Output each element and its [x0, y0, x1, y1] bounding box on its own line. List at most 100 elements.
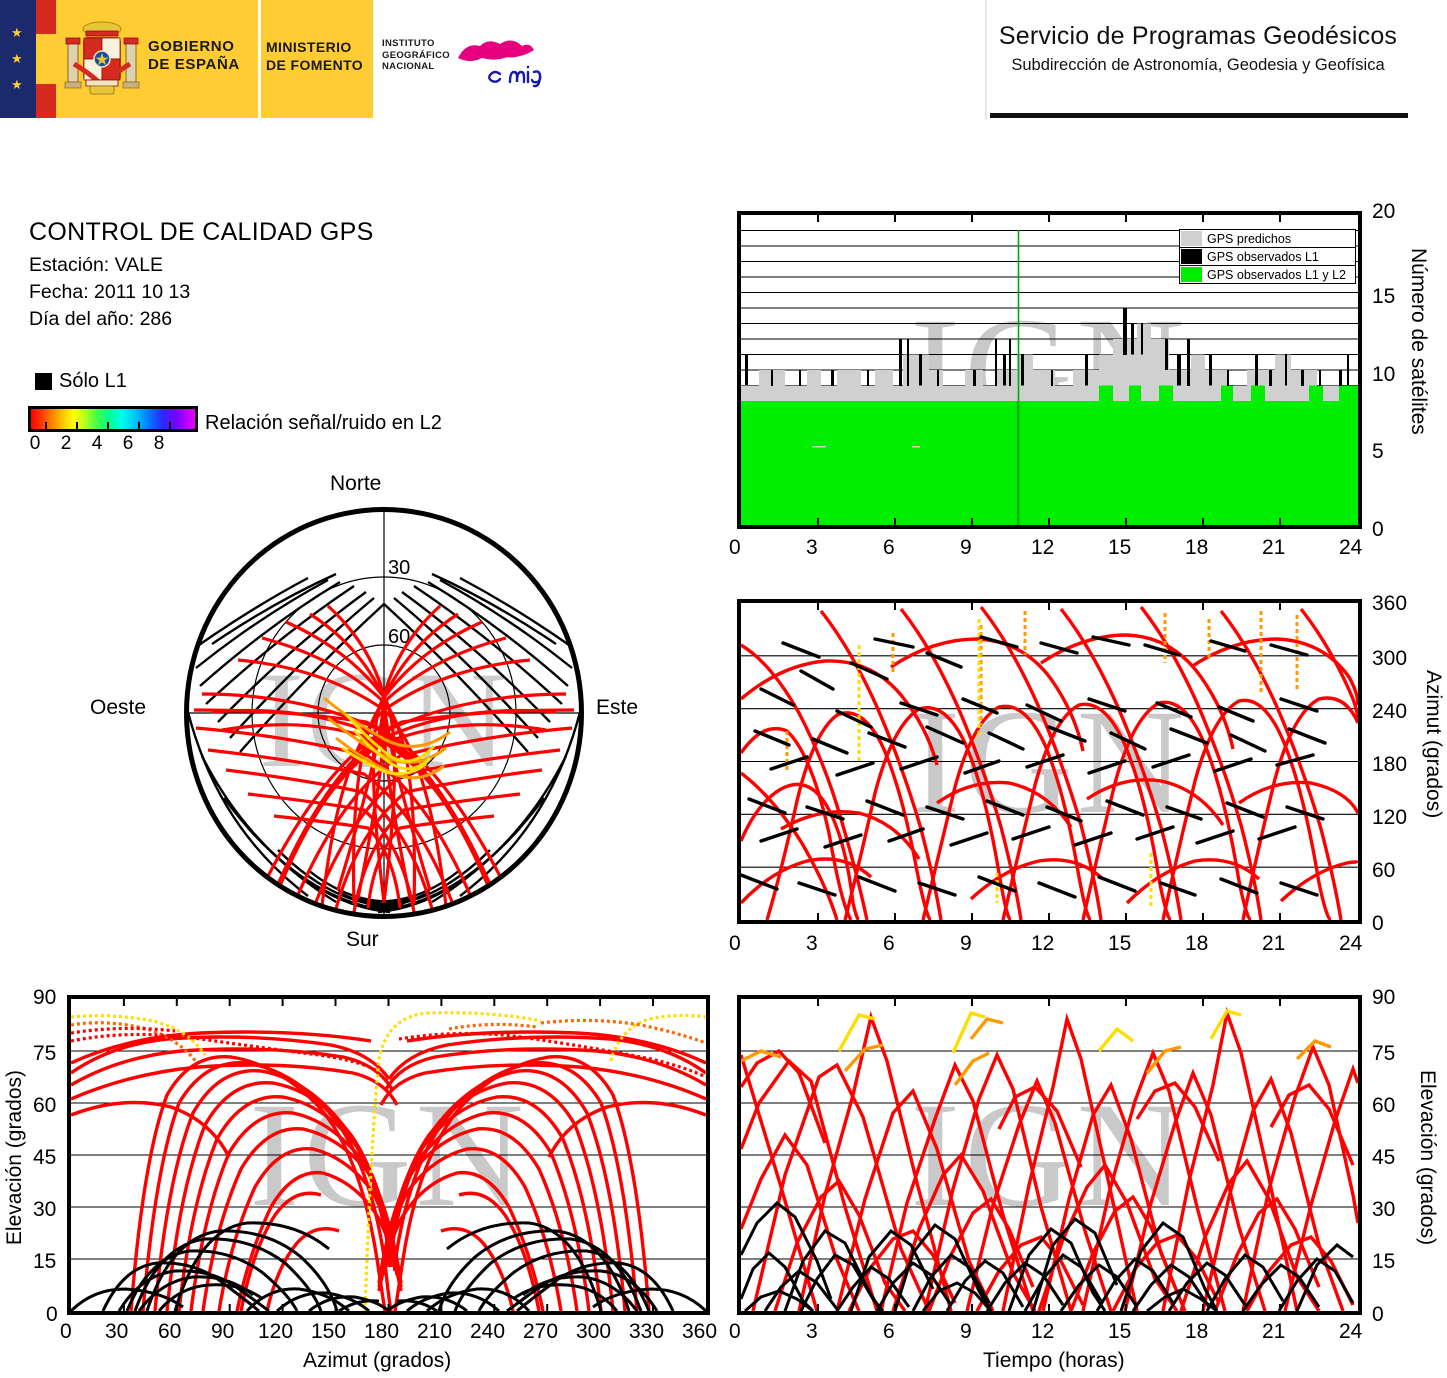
l1-only-swatch	[35, 373, 52, 390]
et-xtick-15: 15	[1108, 1320, 1132, 1343]
et-xtick-0: 0	[729, 1320, 741, 1343]
ign-line3: NACIONAL	[382, 61, 435, 72]
sat-xtick-12: 12	[1031, 536, 1055, 559]
az-ytick-360: 360	[1372, 592, 1408, 615]
azimuth-time-plot-area	[741, 603, 1358, 920]
ea-ytick-75: 75	[33, 1042, 57, 1065]
et-ytick-30: 30	[1372, 1198, 1396, 1221]
legend-swatch-predichos	[1181, 231, 1202, 246]
ministerio-line1: MINISTERIO	[266, 39, 352, 55]
ministerio-de-fomento-label: MINISTERIO DE FOMENTO	[266, 38, 363, 74]
eu-flag-strip: ★ ★ ★	[0, 0, 36, 118]
et-xtick-6: 6	[883, 1320, 895, 1343]
az-xtick-9: 9	[960, 932, 972, 955]
ea-xtick-120: 120	[258, 1320, 294, 1343]
sat-xtick-15: 15	[1108, 536, 1132, 559]
et-xtick-18: 18	[1185, 1320, 1209, 1343]
ea-xtick-360: 360	[682, 1320, 718, 1343]
gobierno-line2: DE ESPAÑA	[148, 56, 240, 73]
az-xtick-18: 18	[1185, 932, 1209, 955]
page-title: CONTROL DE CALIDAD GPS	[29, 218, 374, 246]
azimuth-time-chart: IGN	[737, 599, 1362, 924]
satellite-count-chart: IGN	[737, 211, 1362, 529]
legend-l1-only: Sólo L1	[35, 370, 127, 393]
legend-swatch-l1	[1181, 249, 1202, 264]
az-xtick-15: 15	[1108, 932, 1132, 955]
ea-xtick-30: 30	[105, 1320, 129, 1343]
spain-flag-yellow	[36, 34, 56, 84]
elevation-time-chart: IGN	[737, 995, 1362, 1315]
et-ylabel: Elevación (grados)	[1416, 1070, 1439, 1246]
colorbar-tick	[169, 422, 171, 429]
satellite-count-legend: GPS predichos GPS observados L1 GPS obse…	[1179, 229, 1356, 284]
az-xtick-3: 3	[806, 932, 818, 955]
ea-ylabel: Elevación (grados)	[3, 1070, 26, 1246]
spain-coat-of-arms-icon	[64, 21, 140, 95]
et-xtick-3: 3	[806, 1320, 818, 1343]
et-xlabel: Tiempo (horas)	[983, 1349, 1125, 1372]
colorbar-tick-label: 6	[122, 433, 134, 454]
sat-xtick-9: 9	[960, 536, 972, 559]
et-ytick-90: 90	[1372, 986, 1396, 1009]
ea-xtick-0: 0	[60, 1320, 72, 1343]
elevation-azimuth-chart: IGN	[67, 995, 710, 1315]
az-ytick-60: 60	[1372, 859, 1396, 882]
ea-xtick-330: 330	[629, 1320, 665, 1343]
sat-ytick-0: 0	[1372, 518, 1384, 541]
sat-xtick-18: 18	[1185, 536, 1209, 559]
skyplot-horizon-circle	[184, 507, 584, 919]
sat-ylabel: Número de satélites	[1407, 248, 1430, 435]
skyplot: Norte Sur Este Oeste 30 60 IGN	[90, 472, 638, 951]
et-ytick-15: 15	[1372, 1250, 1396, 1273]
skyplot-north-label: Norte	[330, 472, 382, 495]
colorbar-title: Relación señal/ruido en L2	[205, 412, 442, 434]
header-rule	[990, 113, 1408, 118]
spain-flag-red-top	[36, 0, 56, 34]
sat-xtick-0: 0	[729, 536, 741, 559]
sat-xtick-24: 24	[1339, 536, 1363, 559]
colorbar-tick-label: 0	[29, 433, 41, 454]
skyplot-south-label: Sur	[346, 928, 379, 951]
az-xtick-0: 0	[729, 932, 741, 955]
service-title: Servicio de Programas Geodésicos	[998, 22, 1398, 50]
ea-ytick-60: 60	[33, 1094, 57, 1117]
report-info: CONTROL DE CALIDAD GPS Estación: VALE Fe…	[29, 218, 469, 333]
ea-xtick-150: 150	[311, 1320, 347, 1343]
legend-row-l1l2: GPS observados L1 y L2	[1180, 266, 1355, 283]
az-xtick-21: 21	[1262, 932, 1286, 955]
colorbar-tick-labels: 0 2 4 6 8	[28, 433, 204, 457]
et-ytick-60: 60	[1372, 1094, 1396, 1117]
sat-ytick-20: 20	[1372, 200, 1396, 223]
ea-xtick-270: 270	[523, 1320, 559, 1343]
ea-ytick-90: 90	[33, 986, 57, 1009]
colorbar-tick-label: 4	[91, 433, 103, 454]
ea-ytick-15: 15	[33, 1250, 57, 1273]
gobierno-line1: GOBIERNO	[148, 38, 235, 55]
ea-xtick-240: 240	[470, 1320, 506, 1343]
ea-ytick-30: 30	[33, 1198, 57, 1221]
legend-label-predichos: GPS predichos	[1207, 231, 1292, 246]
colorbar-tick-label: 2	[60, 433, 72, 454]
skyplot-east-label: Este	[596, 696, 639, 719]
sat-xtick-21: 21	[1262, 536, 1286, 559]
sat-ytick-10: 10	[1372, 363, 1396, 386]
az-xtick-6: 6	[883, 932, 895, 955]
et-xtick-21: 21	[1262, 1320, 1286, 1343]
ea-xlabel: Azimut (grados)	[303, 1349, 452, 1372]
az-xtick-12: 12	[1031, 932, 1055, 955]
logo-divider-2	[373, 0, 376, 118]
sat-xtick-6: 6	[883, 536, 895, 559]
ea-ytick-45: 45	[33, 1146, 57, 1169]
et-xtick-24: 24	[1339, 1320, 1363, 1343]
az-ylabel: Azimut (grados)	[1422, 670, 1445, 819]
az-xtick-24: 24	[1339, 932, 1363, 955]
legend-label-l1: GPS observados L1	[1207, 249, 1319, 264]
colorbar-tick-label: 8	[153, 433, 165, 454]
instituto-geografico-nacional-label: INSTITUTO GEOGRÁFICO NACIONAL	[382, 38, 450, 73]
station-label: Estación: VALE	[29, 254, 164, 276]
legend-label-l1l2: GPS observados L1 y L2	[1207, 267, 1346, 282]
colorbar-tick	[45, 422, 47, 429]
colorbar-tick	[138, 422, 140, 429]
az-ytick-120: 120	[1372, 806, 1408, 829]
ministerio-line2: DE FOMENTO	[266, 57, 364, 73]
